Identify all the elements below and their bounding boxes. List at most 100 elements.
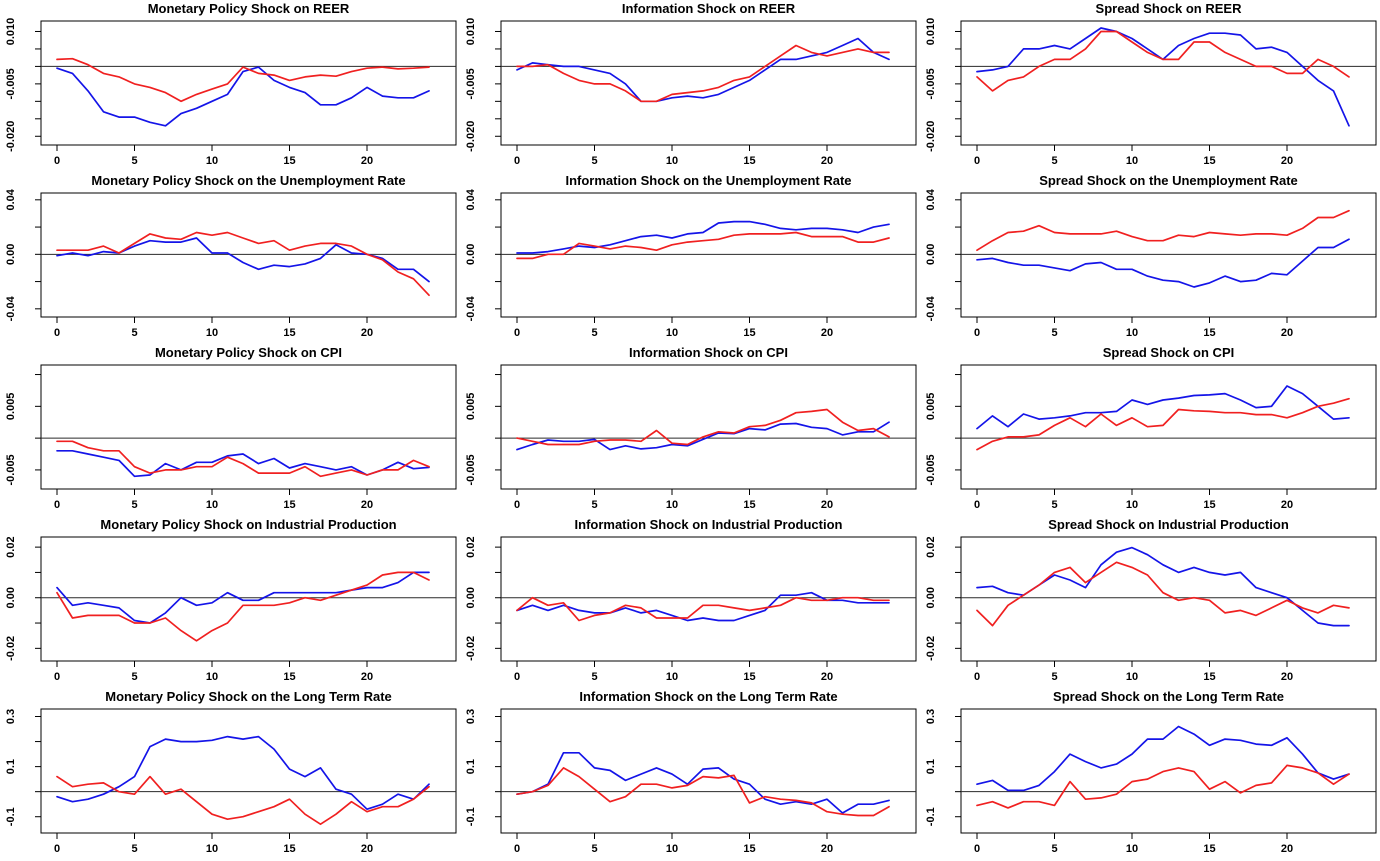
x-axis-tick-label: 5 bbox=[131, 671, 137, 683]
chart-panel-2: Information Shock on REER 0.010 -0.005 -0.0… bbox=[460, 0, 920, 172]
chart-title: Spread Shock on Industrial Production bbox=[1048, 517, 1289, 532]
chart-title: Monetary Policy Shock on the Long Term R… bbox=[105, 689, 392, 704]
chart-panel-15: Spread Shock on the Long Term Rate 0.3 0.1… bbox=[920, 688, 1380, 860]
y-axis-tick-label: 0.010 bbox=[5, 18, 17, 46]
plot-box bbox=[40, 364, 457, 490]
chart-panel-5: Information Shock on the Unemployment Ra… bbox=[460, 172, 920, 344]
x-axis-tick-label: 5 bbox=[591, 499, 597, 511]
y-axis-tick-label: -0.005 bbox=[925, 68, 937, 99]
chart-svg: Information Shock on the Unemployment Ra… bbox=[465, 173, 917, 339]
x-axis-tick-label: 20 bbox=[361, 327, 373, 339]
x-axis-tick-label: 0 bbox=[54, 671, 60, 683]
y-axis-tick-label: 0.00 bbox=[465, 244, 477, 265]
x-axis-tick-label: 15 bbox=[283, 843, 295, 855]
chart-title: Spread Shock on REER bbox=[1096, 1, 1243, 16]
x-axis-tick-label: 5 bbox=[591, 671, 597, 683]
plot-box bbox=[500, 536, 917, 662]
x-axis-tick-label: 5 bbox=[1051, 155, 1057, 167]
x-axis-tick-label: 10 bbox=[666, 843, 678, 855]
chart-title: Monetary Policy Shock on Industrial Prod… bbox=[100, 517, 396, 532]
x-axis-tick-label: 15 bbox=[743, 843, 755, 855]
series-red-line bbox=[56, 440, 430, 478]
x-axis-tick-label: 15 bbox=[743, 155, 755, 167]
series-red-line bbox=[976, 30, 1350, 92]
plot-box bbox=[40, 536, 457, 662]
y-axis-tick-label: -0.04 bbox=[5, 295, 17, 321]
y-axis-tick-label: -0.02 bbox=[5, 636, 17, 661]
y-axis-tick-label: -0.1 bbox=[465, 807, 477, 826]
series-red-line bbox=[516, 408, 890, 446]
y-axis-tick-label: -0.005 bbox=[5, 68, 17, 99]
y-axis-tick-label: -0.005 bbox=[925, 454, 937, 485]
chart-panel-9: Spread Shock on CPI 0.005 -0.005 0 5 10 15 20 bbox=[920, 344, 1380, 516]
series-red-line bbox=[516, 596, 890, 622]
x-axis-tick-label: 15 bbox=[743, 671, 755, 683]
y-axis-tick-label: 0.02 bbox=[925, 536, 937, 557]
plot-box bbox=[500, 192, 917, 318]
plot-box bbox=[40, 708, 457, 834]
series-red-line bbox=[976, 764, 1350, 809]
series-blue-line bbox=[56, 66, 430, 127]
x-axis-tick-label: 0 bbox=[974, 327, 980, 339]
y-axis-tick-label: 0.04 bbox=[465, 188, 477, 210]
y-axis-tick-label: 0.1 bbox=[5, 759, 17, 774]
series-red-line bbox=[516, 767, 890, 817]
x-axis-tick-label: 5 bbox=[591, 843, 597, 855]
series-red-line bbox=[56, 571, 430, 642]
chart-svg: Spread Shock on REER 0.010 -0.005 -0.020 0 5 1… bbox=[925, 1, 1377, 167]
chart-svg: Monetary Policy Shock on the Unemploymen… bbox=[5, 173, 457, 339]
series-blue-line bbox=[976, 27, 1350, 127]
y-axis-tick-label: 0.010 bbox=[465, 18, 477, 46]
series-red-line bbox=[976, 561, 1350, 627]
series-red-line bbox=[56, 57, 430, 103]
y-axis-tick-label: 0.00 bbox=[465, 587, 477, 608]
x-axis-tick-label: 15 bbox=[743, 327, 755, 339]
x-axis-tick-label: 15 bbox=[1203, 671, 1215, 683]
plot-box bbox=[960, 708, 1377, 834]
y-axis-tick-label: 0.00 bbox=[5, 244, 17, 265]
chart-title: Monetary Policy Shock on the Unemploymen… bbox=[91, 173, 405, 188]
chart-panel-14: Information Shock on the Long Term Rate 0… bbox=[460, 688, 920, 860]
chart-title: Spread Shock on the Unemployment Rate bbox=[1039, 173, 1298, 188]
chart-title: Information Shock on the Unemployment Ra… bbox=[565, 173, 851, 188]
x-axis-tick-label: 10 bbox=[1126, 327, 1138, 339]
x-axis-tick-label: 5 bbox=[591, 327, 597, 339]
chart-svg: Spread Shock on CPI 0.005 -0.005 0 5 10 15 20 bbox=[925, 345, 1377, 511]
x-axis-tick-label: 5 bbox=[1051, 499, 1057, 511]
series-blue-line bbox=[56, 571, 430, 624]
x-axis-tick-label: 5 bbox=[131, 843, 137, 855]
y-axis-tick-label: 0.00 bbox=[925, 244, 937, 265]
x-axis-tick-label: 0 bbox=[514, 155, 520, 167]
y-axis-tick-label: 0.02 bbox=[465, 536, 477, 557]
chart-svg: Information Shock on Industrial Producti… bbox=[465, 517, 917, 683]
chart-title: Information Shock on CPI bbox=[629, 345, 788, 360]
chart-panel-4: Monetary Policy Shock on the Unemploymen… bbox=[0, 172, 460, 344]
series-red-line bbox=[56, 231, 430, 297]
x-axis-tick-label: 0 bbox=[974, 499, 980, 511]
chart-panel-8: Information Shock on CPI 0.005 -0.005 0 5 10 1… bbox=[460, 344, 920, 516]
plot-box bbox=[500, 20, 917, 146]
y-axis-tick-label: -0.1 bbox=[925, 807, 937, 826]
x-axis-tick-label: 15 bbox=[1203, 155, 1215, 167]
chart-panel-11: Information Shock on Industrial Producti… bbox=[460, 516, 920, 688]
chart-title: Spread Shock on the Long Term Rate bbox=[1053, 689, 1284, 704]
y-axis-tick-label: -0.005 bbox=[5, 454, 17, 485]
x-axis-tick-label: 10 bbox=[1126, 155, 1138, 167]
x-axis-tick-label: 10 bbox=[206, 671, 218, 683]
y-axis-tick-label: 0.02 bbox=[5, 536, 17, 557]
chart-title: Spread Shock on CPI bbox=[1103, 345, 1234, 360]
x-axis-tick-label: 20 bbox=[821, 155, 833, 167]
y-axis-tick-label: 0.1 bbox=[925, 759, 937, 774]
y-axis-tick-label: 0.1 bbox=[465, 759, 477, 774]
y-axis-tick-label: 0.010 bbox=[925, 18, 937, 46]
series-blue-line bbox=[516, 751, 890, 814]
x-axis-tick-label: 15 bbox=[1203, 499, 1215, 511]
chart-panel-13: Monetary Policy Shock on the Long Term R… bbox=[0, 688, 460, 860]
chart-panel-3: Spread Shock on REER 0.010 -0.005 -0.020 0 5 1… bbox=[920, 0, 1380, 172]
series-red-line bbox=[976, 209, 1350, 252]
chart-svg: Spread Shock on the Unemployment Rate 0.0… bbox=[925, 173, 1377, 339]
y-axis-tick-label: 0.04 bbox=[5, 188, 17, 210]
x-axis-tick-label: 20 bbox=[361, 499, 373, 511]
x-axis-tick-label: 0 bbox=[514, 499, 520, 511]
